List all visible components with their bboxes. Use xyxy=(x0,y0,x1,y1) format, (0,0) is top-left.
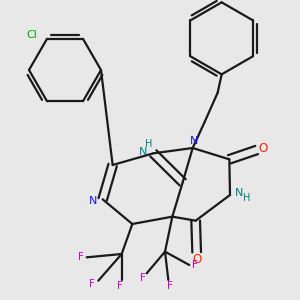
Text: N: N xyxy=(89,196,98,206)
Text: F: F xyxy=(167,281,173,291)
Text: F: F xyxy=(78,252,84,262)
Text: Cl: Cl xyxy=(27,31,38,40)
Text: F: F xyxy=(192,260,198,270)
Text: F: F xyxy=(89,279,95,289)
Text: O: O xyxy=(259,142,268,155)
Text: F: F xyxy=(117,281,123,291)
Text: H: H xyxy=(145,139,152,149)
Text: N: N xyxy=(139,147,148,157)
Text: N: N xyxy=(235,188,244,198)
Text: N: N xyxy=(190,136,199,146)
Text: F: F xyxy=(140,273,146,283)
Text: H: H xyxy=(243,193,250,203)
Text: O: O xyxy=(193,253,202,266)
